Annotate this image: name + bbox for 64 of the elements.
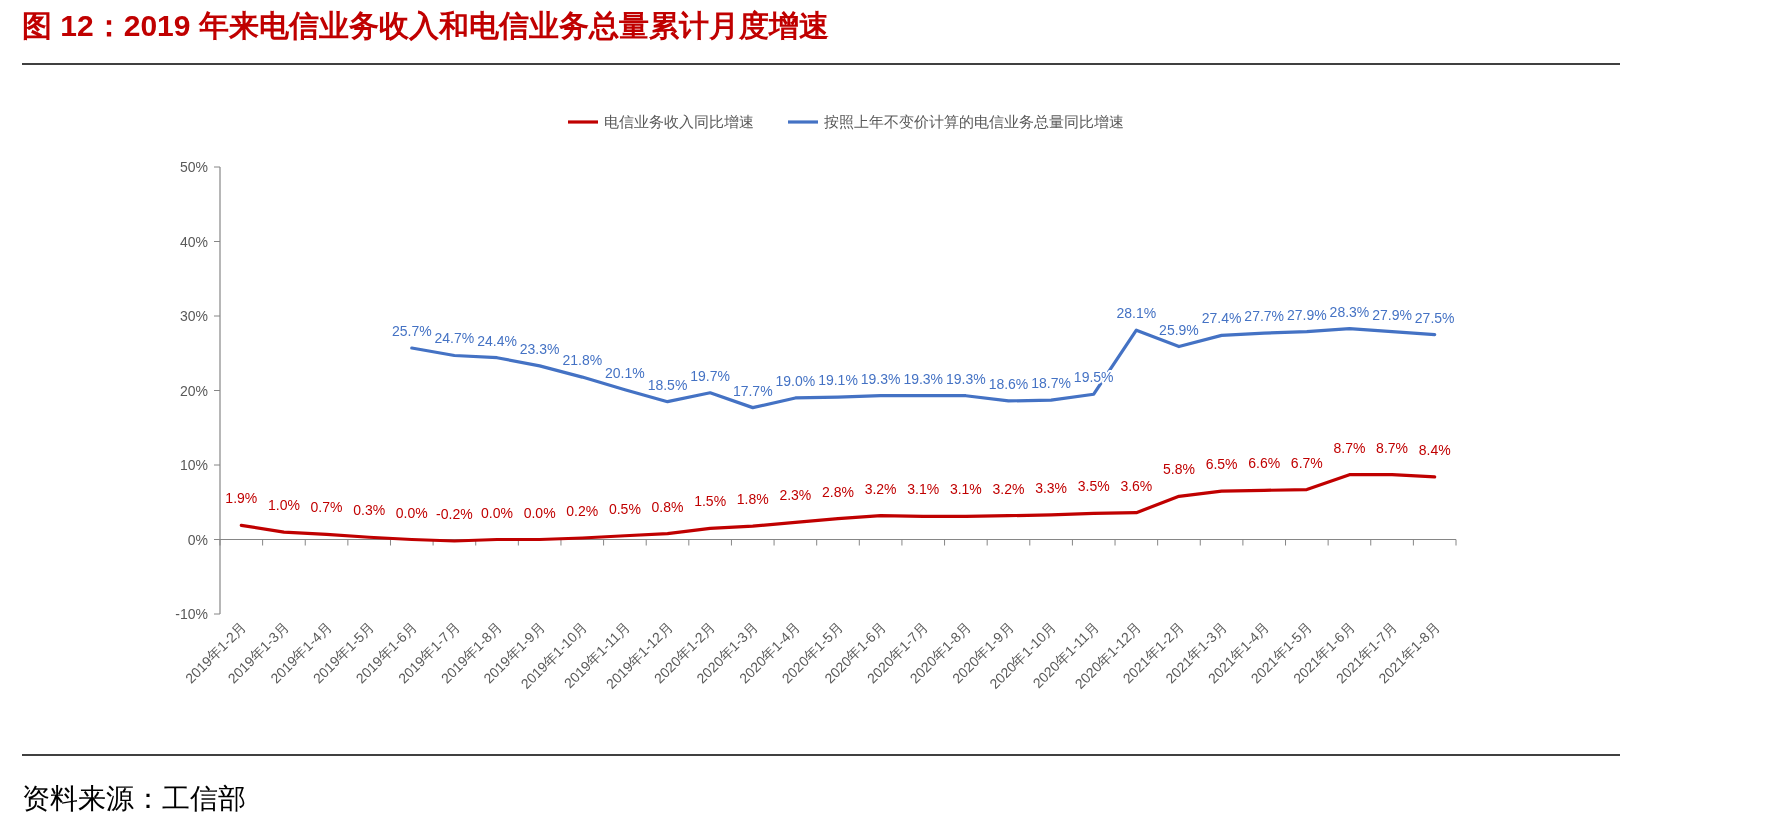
data-label: 3.1% <box>949 481 982 498</box>
data-label: 3.6% <box>1120 477 1153 494</box>
data-label: 27.5% <box>1414 309 1455 326</box>
legend-label: 按照上年不变价计算的电信业务总量同比增速 <box>824 113 1124 130</box>
data-label: 0.2% <box>566 503 599 520</box>
y-tick-label: 30% <box>179 308 208 324</box>
y-tick-label: 0% <box>187 531 208 548</box>
data-label: 23.3% <box>519 340 560 357</box>
data-label: 0.0% <box>395 504 428 521</box>
data-label: -0.2% <box>436 505 473 522</box>
data-label: 19.3% <box>946 370 986 387</box>
data-label: 6.7% <box>1290 454 1323 471</box>
data-label: 19.0% <box>775 372 816 389</box>
data-label: 3.3% <box>1035 479 1068 496</box>
data-label: 20.1% <box>605 364 645 381</box>
data-label: 21.8% <box>562 352 603 369</box>
data-label: 3.5% <box>1077 478 1110 495</box>
data-label: 24.4% <box>477 332 517 349</box>
data-label: 8.7% <box>1376 439 1409 456</box>
data-label: 5.8% <box>1163 461 1195 478</box>
data-label: 0.3% <box>353 502 386 519</box>
data-label: 0.0% <box>481 504 513 521</box>
data-label: 3.1% <box>907 481 940 498</box>
y-tick-label: 10% <box>179 457 208 473</box>
data-label: 27.9% <box>1372 306 1412 323</box>
data-label: 2.8% <box>822 483 854 500</box>
data-label: 19.1% <box>818 372 858 389</box>
data-label: 19.7% <box>690 367 730 384</box>
data-label: 18.7% <box>1031 375 1071 392</box>
legend-label: 电信业务收入同比增速 <box>604 113 754 130</box>
data-label: 0.7% <box>310 499 343 516</box>
data-label: 6.5% <box>1205 456 1238 473</box>
data-label: 1.9% <box>225 490 258 507</box>
data-label: 27.9% <box>1286 306 1327 323</box>
y-tick-label: -10% <box>175 606 208 622</box>
data-label: 25.7% <box>391 323 432 340</box>
data-label: 18.5% <box>647 376 688 393</box>
data-label: 8.4% <box>1418 441 1451 458</box>
data-label: 2.3% <box>779 487 812 504</box>
text: 资料来源：工信部 <box>22 783 246 814</box>
data-label: 1.8% <box>736 491 769 508</box>
data-label: 19.3% <box>903 370 944 387</box>
data-label: 1.0% <box>267 497 300 514</box>
y-tick-label: 50% <box>179 159 208 175</box>
data-label: 18.6% <box>988 375 1029 392</box>
data-label: 6.6% <box>1248 455 1281 472</box>
data-label: 17.7% <box>732 382 773 399</box>
y-tick-label: 40% <box>179 233 208 250</box>
data-label: 25.9% <box>1159 321 1199 338</box>
data-label: 19.3% <box>860 370 901 387</box>
y-tick-label: 20% <box>179 382 208 399</box>
data-label: 27.4% <box>1201 310 1242 327</box>
data-label: 3.2% <box>864 480 897 497</box>
data-label: 28.3% <box>1329 303 1370 320</box>
data-label: 0.8% <box>651 498 684 515</box>
data-label: 27.7% <box>1244 308 1285 325</box>
data-label: 0.5% <box>608 500 641 517</box>
title: 图 12：2019 年来电信业务收入和电信业务总量累计月度增速 <box>22 9 829 42</box>
data-label: 28.1% <box>1116 305 1157 322</box>
data-label: 24.7% <box>434 330 475 347</box>
data-label: 8.7% <box>1333 439 1366 456</box>
data-label: 0.0% <box>523 504 556 521</box>
data-label: 3.2% <box>992 480 1025 497</box>
data-label: 1.5% <box>694 493 727 510</box>
